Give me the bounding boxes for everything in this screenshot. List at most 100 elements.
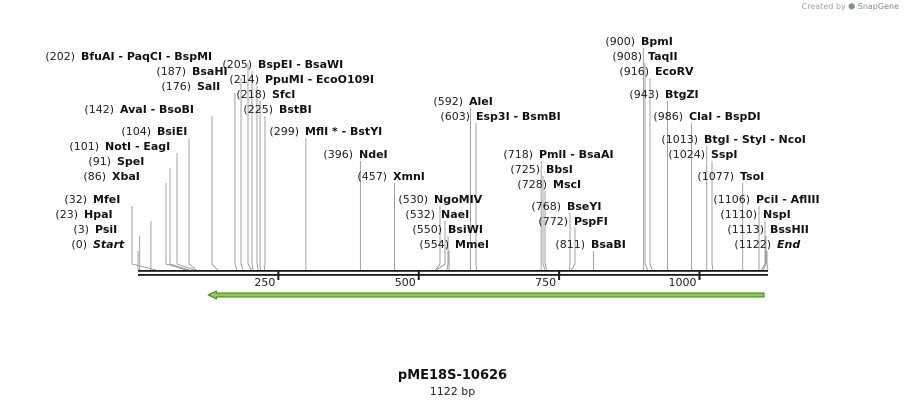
site-position: (86) bbox=[83, 170, 106, 183]
enzyme-label[interactable]: XbaI bbox=[112, 170, 140, 183]
enzyme-label[interactable]: BseYI bbox=[567, 200, 601, 213]
site-position: (1110) bbox=[720, 208, 757, 221]
enzyme-label[interactable]: MflI * - BstYI bbox=[305, 125, 382, 138]
site-leader-line bbox=[436, 221, 446, 271]
site-position: (1106) bbox=[713, 193, 750, 206]
feature-arrow-shape[interactable] bbox=[207, 290, 765, 300]
enzyme-label[interactable]: PspFI bbox=[574, 215, 608, 228]
enzyme-label[interactable]: BsiEI bbox=[157, 125, 187, 138]
site-position: (187) bbox=[156, 65, 186, 78]
enzyme-label[interactable]: SalI bbox=[197, 80, 220, 93]
site-leader-line bbox=[131, 206, 157, 271]
enzyme-label[interactable]: SspI bbox=[711, 148, 737, 161]
enzyme-label[interactable]: PpuMI - EcoO109I bbox=[265, 73, 374, 86]
sequence-backbone bbox=[138, 270, 768, 276]
enzyme-label[interactable]: MmeI bbox=[455, 238, 489, 251]
ruler-tick bbox=[698, 271, 701, 280]
enzyme-label[interactable]: HpaI bbox=[84, 208, 113, 221]
site-position: (1122) bbox=[734, 238, 771, 251]
enzyme-label[interactable]: BssHII bbox=[770, 223, 809, 236]
site-position: (1077) bbox=[697, 170, 734, 183]
backbone-bottom-line bbox=[138, 274, 768, 276]
enzyme-label[interactable]: NspI bbox=[763, 208, 791, 221]
site-position: (3) bbox=[73, 223, 89, 236]
site-position: (1024) bbox=[668, 148, 705, 161]
site-leader-line bbox=[169, 168, 190, 271]
site-leader-line bbox=[762, 236, 767, 271]
ruler-tick-label: 250 bbox=[254, 276, 275, 289]
site-leader-line bbox=[234, 93, 238, 271]
enzyme-label[interactable]: BpmI bbox=[641, 35, 673, 48]
enzyme-label[interactable]: NotI - EagI bbox=[105, 140, 170, 153]
site-position: (0) bbox=[71, 238, 87, 251]
enzyme-label[interactable]: AleI bbox=[469, 95, 493, 108]
enzyme-label[interactable]: BbsI bbox=[546, 163, 573, 176]
feature-arrow[interactable] bbox=[207, 290, 765, 300]
enzyme-label[interactable]: NdeI bbox=[359, 148, 388, 161]
backbone-top-line bbox=[138, 270, 768, 272]
enzyme-label[interactable]: PsiI bbox=[95, 223, 117, 236]
enzyme-label[interactable]: TaqII bbox=[648, 50, 678, 63]
site-position: (530) bbox=[398, 193, 428, 206]
site-leader-line bbox=[247, 63, 252, 271]
site-position: (986) bbox=[653, 110, 683, 123]
enzyme-label[interactable]: TsoI bbox=[740, 170, 764, 183]
site-position: (299) bbox=[269, 125, 299, 138]
site-leader-line bbox=[446, 236, 449, 271]
site-leader-line bbox=[542, 176, 546, 271]
enzyme-label[interactable]: NgoMIV bbox=[434, 193, 483, 206]
enzyme-label[interactable]: BsaBI bbox=[591, 238, 626, 251]
site-position: (214) bbox=[229, 73, 259, 86]
site-leader-line bbox=[766, 251, 769, 271]
site-position: (725) bbox=[510, 163, 540, 176]
enzyme-label[interactable]: EcoRV bbox=[655, 65, 694, 78]
site-position: (91) bbox=[88, 155, 111, 168]
site-position: (908) bbox=[612, 50, 642, 63]
site-leader-line bbox=[165, 183, 187, 271]
site-position: (457) bbox=[357, 170, 387, 183]
enzyme-label[interactable]: BtgI - StyI - NcoI bbox=[704, 133, 806, 146]
enzyme-label[interactable]: XmnI bbox=[393, 170, 425, 183]
site-position: (943) bbox=[629, 88, 659, 101]
site-position: (592) bbox=[433, 95, 463, 108]
site-position: (916) bbox=[619, 65, 649, 78]
ruler-ticks: 250 500 750 1000 bbox=[254, 271, 701, 289]
enzyme-label[interactable]: SfcI bbox=[272, 88, 295, 101]
enzyme-label[interactable]: AvaI - BsoBI bbox=[120, 103, 194, 116]
enzyme-label[interactable]: PciI - AflIII bbox=[756, 193, 820, 206]
enzyme-label[interactable]: NaeI bbox=[441, 208, 469, 221]
site-leader-line bbox=[251, 71, 254, 271]
site-position: (225) bbox=[243, 103, 273, 116]
enzyme-label[interactable]: SpeI bbox=[117, 155, 144, 168]
enzyme-label[interactable]: MscI bbox=[553, 178, 581, 191]
enzyme-label[interactable]: BfuAI - PaqCI - BspMI bbox=[81, 50, 212, 63]
site-position: (603) bbox=[440, 110, 470, 123]
enzyme-label[interactable]: MfeI bbox=[93, 193, 120, 206]
ruler-tick-label: 1000 bbox=[668, 276, 696, 289]
site-leader-line bbox=[256, 86, 259, 271]
enzyme-label[interactable]: Start bbox=[93, 238, 125, 251]
site-position: (1113) bbox=[727, 223, 764, 236]
enzyme-label[interactable]: BsiWI bbox=[448, 223, 483, 236]
enzyme-label[interactable]: BsaHI bbox=[192, 65, 228, 78]
site-position: (101) bbox=[69, 140, 99, 153]
enzyme-label[interactable]: ClaI - BspDI bbox=[689, 110, 761, 123]
site-position: (176) bbox=[161, 80, 191, 93]
enzyme-label[interactable]: PmlI - BsaAI bbox=[539, 148, 614, 161]
ruler-tick-label: 500 bbox=[395, 276, 416, 289]
enzyme-label[interactable]: BstBI bbox=[279, 103, 312, 116]
site-position: (142) bbox=[84, 103, 114, 116]
credit-brand: SnapGene bbox=[857, 2, 899, 11]
enzyme-label[interactable]: BtgZI bbox=[665, 88, 699, 101]
enzyme-label[interactable]: End bbox=[777, 238, 800, 251]
site-leader-line bbox=[760, 221, 766, 271]
site-leader-line bbox=[263, 116, 266, 271]
site-leader-line bbox=[711, 161, 714, 271]
enzyme-label[interactable]: Esp3I - BsmBI bbox=[476, 110, 561, 123]
sequence-name: pME18S-10626 bbox=[397, 368, 508, 383]
enzyme-label[interactable]: BspEI - BsaWI bbox=[258, 58, 343, 71]
site-position: (532) bbox=[405, 208, 435, 221]
snapgene-credit: Created by ⬢ SnapGene bbox=[802, 2, 899, 11]
site-position: (768) bbox=[531, 200, 561, 213]
